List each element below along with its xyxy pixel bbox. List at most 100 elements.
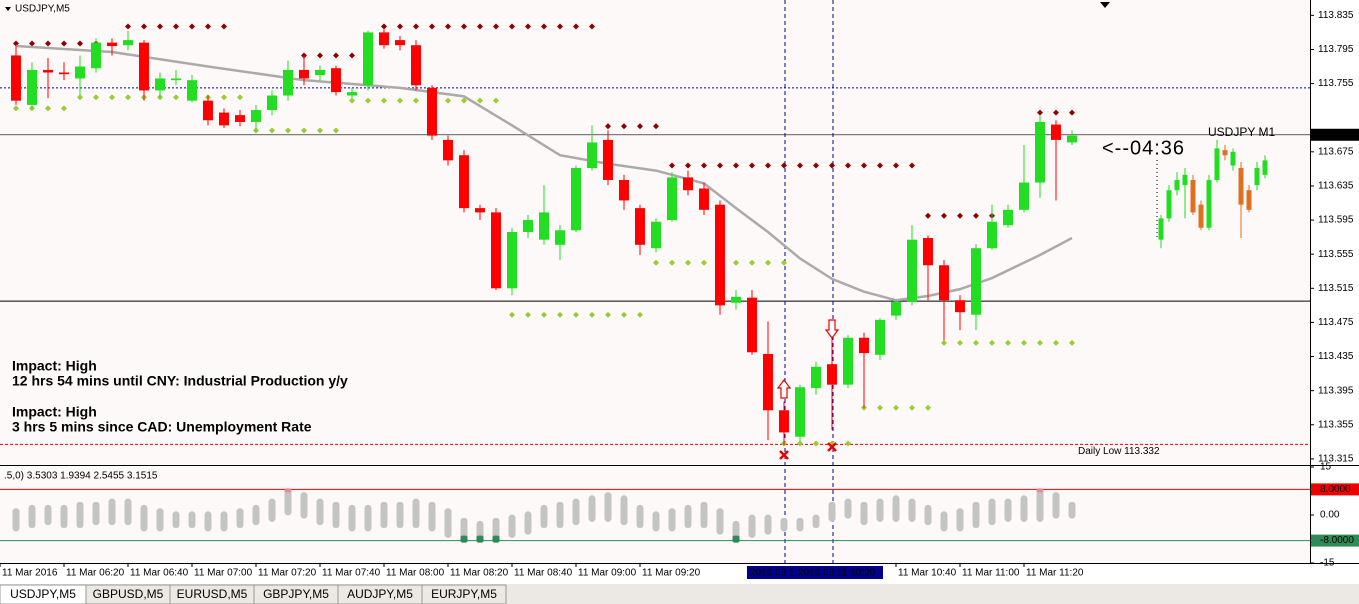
candle-body (907, 239, 917, 302)
resistance-dot (445, 23, 451, 30)
indicator-level-box (1311, 483, 1359, 496)
resistance-dot (221, 23, 227, 30)
support-dot (269, 127, 275, 134)
support-dot (957, 339, 963, 346)
candle-body (1174, 179, 1180, 191)
tab-label[interactable]: USDJPY,M5 (10, 587, 76, 601)
support-dot (557, 311, 563, 318)
candle-body (411, 45, 421, 86)
time-label: 11 Mar 07:40 (322, 568, 381, 579)
time-label: 11 Mar 10:40 (898, 568, 957, 579)
resistance-dot (589, 23, 595, 30)
crosshair-time-box (795, 566, 883, 579)
resistance-dot (621, 123, 627, 130)
candle-body (491, 212, 501, 289)
resistance-dot (605, 123, 611, 130)
indicator-tick-label: 15 (1320, 462, 1332, 473)
resistance-dot (781, 162, 787, 169)
candle-body (1198, 204, 1204, 228)
time-label: 11 Mar 2016 (2, 568, 58, 579)
support-dot (621, 311, 627, 318)
candle-body (923, 237, 933, 266)
x-marker (779, 450, 789, 460)
candle-body (523, 220, 533, 232)
time-label: 11 Mar 08:40 (514, 568, 573, 579)
price-tick-label: 113.515 (1318, 283, 1354, 294)
current-price-box (1311, 128, 1359, 141)
candle-body (75, 66, 85, 79)
time-label: 11 Mar 11:20 (1026, 568, 1084, 579)
time-label: 11 Mar 09:00 (578, 568, 637, 579)
resistance-dot (29, 40, 35, 47)
tab[interactable] (421, 584, 507, 604)
support-dot (605, 311, 611, 318)
crosshair-time-box (747, 566, 799, 579)
price-tick-label: 113.675 (1318, 146, 1354, 157)
candle-body (219, 112, 229, 126)
candle-body (683, 177, 693, 191)
tab-label[interactable]: GBPJPY,M5 (263, 587, 329, 601)
support-dot (637, 311, 643, 318)
candle-body (1190, 179, 1196, 213)
news-text: 12 hrs 54 mins until CNY: Industrial Pro… (12, 373, 348, 389)
indicator-cap-high (284, 488, 292, 493)
support-dot (845, 440, 851, 447)
resistance-dot (973, 212, 979, 219)
candle-body (1222, 150, 1228, 156)
tab-label[interactable]: GBPUSD,M5 (93, 587, 164, 601)
support-dot (525, 311, 531, 318)
support-dot (13, 105, 19, 112)
support-dot (1053, 339, 1059, 346)
candle-body (939, 265, 949, 301)
support-dot (333, 127, 339, 134)
candle-body (443, 139, 453, 161)
candle-body (171, 78, 181, 81)
support-dot (221, 94, 227, 101)
tab-label[interactable]: EURJPY,M5 (431, 587, 497, 601)
support-dot (397, 97, 403, 104)
menu-arrow[interactable] (5, 7, 11, 11)
candle-body (139, 42, 149, 91)
resistance-dot (813, 162, 819, 169)
countdown: <--04:36 (1102, 137, 1185, 159)
resistance-dot (189, 23, 195, 30)
support-dot (573, 311, 579, 318)
resistance-dot (573, 23, 579, 30)
candle-body (651, 221, 661, 249)
candle-body (347, 92, 357, 96)
resistance-dot (845, 162, 851, 169)
price-tick-label: 113.435 (1318, 351, 1354, 362)
candle-body (155, 78, 165, 91)
tab-label[interactable]: EURUSD,M5 (177, 587, 248, 601)
candle-body (459, 155, 469, 209)
price-tick-label: 113.755 (1318, 78, 1354, 89)
resistance-dot (381, 23, 387, 30)
candle-body (635, 208, 645, 245)
resistance-dot (525, 23, 531, 30)
candle-body (859, 337, 869, 354)
support-dot (941, 339, 947, 346)
resistance-dot (1037, 109, 1043, 116)
candle-body (955, 300, 965, 313)
time-label: 11 Mar 06:40 (130, 568, 189, 579)
candle-body (11, 55, 21, 101)
candle-body (1051, 124, 1061, 140)
window-title: USDJPY,M5 (15, 4, 70, 15)
support-dot (445, 97, 451, 104)
tab-label[interactable]: AUDJPY,M5 (347, 587, 413, 601)
support-dot (461, 97, 467, 104)
news-text: 3 hrs 5 mins since CAD: Unemployment Rat… (12, 419, 312, 435)
support-dot (733, 259, 739, 266)
indicator-tick-label: -8.0000 (1320, 535, 1354, 546)
crosshair-time-label: 2016.03.11 10:20 (798, 568, 876, 579)
candle-body (779, 410, 789, 433)
resistance-dot (317, 52, 323, 59)
candle-body (827, 364, 837, 385)
signals (776, 319, 840, 460)
support-dot (1005, 339, 1011, 346)
support-dot (813, 440, 819, 447)
support-dot (301, 127, 307, 134)
candle-body (235, 115, 245, 122)
candle-body (91, 42, 101, 69)
resistance-dot (173, 23, 179, 30)
